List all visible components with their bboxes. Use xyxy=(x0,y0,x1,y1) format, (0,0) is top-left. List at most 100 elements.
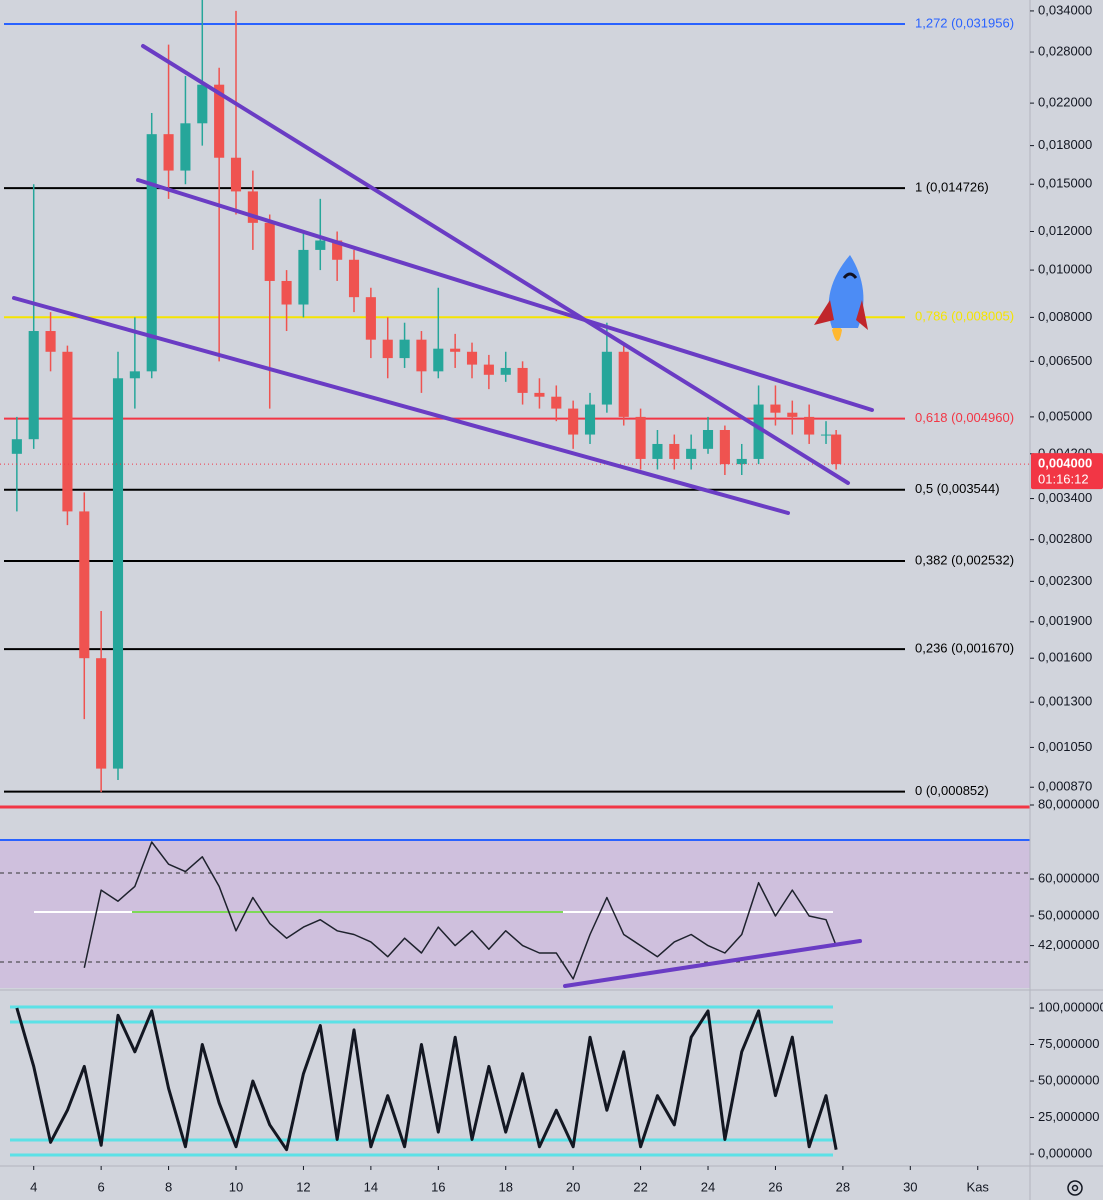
x-tick-label: 28 xyxy=(836,1179,850,1194)
x-tick-label: 6 xyxy=(98,1179,105,1194)
fib-level-label: 1,272 (0,031956) xyxy=(915,15,1014,30)
candle-body xyxy=(332,240,343,260)
candle-body xyxy=(433,348,444,372)
fib-level-label: 1 (0,014726) xyxy=(915,180,989,195)
y-tick-label: 0,003400 xyxy=(1038,490,1092,505)
y-tick-label: 0,034000 xyxy=(1038,2,1092,17)
y-tick-label: 0,002800 xyxy=(1038,531,1092,546)
trendline xyxy=(141,44,850,485)
candle-body xyxy=(753,404,764,459)
y-tick-label: 0,000870 xyxy=(1038,779,1092,794)
candle-body xyxy=(483,364,494,375)
y-tick-label: 0,015000 xyxy=(1038,176,1092,191)
candle-body xyxy=(770,404,781,413)
y-tick-label: 50,000000 xyxy=(1038,1072,1099,1087)
candle-body xyxy=(264,222,275,281)
candle-body xyxy=(820,434,832,436)
candle-body xyxy=(500,367,511,375)
candle-body xyxy=(736,458,747,465)
fib-level-label: 0,5 (0,003544) xyxy=(915,481,1000,496)
y-tick-label: 0,001050 xyxy=(1038,739,1092,754)
candle-body xyxy=(466,351,478,365)
y-tick-label: 0,005000 xyxy=(1038,408,1092,423)
candle-body xyxy=(416,339,427,372)
y-tick-label: 0,000000 xyxy=(1038,1145,1092,1160)
candle-body xyxy=(568,408,579,435)
x-tick-label: 14 xyxy=(364,1179,378,1194)
rsi-band xyxy=(0,840,1030,988)
settings-icon[interactable] xyxy=(1067,1180,1083,1196)
candle-body xyxy=(831,434,842,465)
candle-body xyxy=(112,378,124,769)
x-tick-label: 22 xyxy=(633,1179,647,1194)
y-tick-label: 80,000000 xyxy=(1038,796,1099,811)
x-tick-label: 26 xyxy=(768,1179,782,1194)
x-tick-label: 16 xyxy=(431,1179,445,1194)
y-tick-label: 25,000000 xyxy=(1038,1109,1099,1124)
candle-body xyxy=(247,191,258,223)
y-tick-label: 50,000000 xyxy=(1038,907,1099,922)
x-tick-label: 20 xyxy=(566,1179,580,1194)
candle-body xyxy=(686,448,697,459)
y-tick-label: 60,000000 xyxy=(1038,870,1099,885)
candle-body xyxy=(669,443,680,459)
fib-level-label: 0 (0,000852) xyxy=(915,783,989,798)
y-tick-label: 0,012000 xyxy=(1038,223,1092,238)
candle-body xyxy=(719,429,730,465)
fib-level-label: 0,236 (0,001670) xyxy=(915,641,1014,656)
candle-body xyxy=(180,123,191,171)
candle-body xyxy=(517,367,528,393)
candle-body xyxy=(652,443,663,459)
candle-body xyxy=(214,84,225,158)
x-tick-label: 8 xyxy=(165,1179,172,1194)
indicator-line xyxy=(83,841,837,980)
candle-body xyxy=(45,331,56,352)
candle-body xyxy=(315,240,326,250)
trendline xyxy=(12,296,790,515)
fib-level-label: 0,786 (0,008005) xyxy=(915,309,1014,324)
x-tick-label: 12 xyxy=(296,1179,310,1194)
candle-body xyxy=(584,404,596,435)
x-tick-label: 30 xyxy=(903,1179,917,1194)
countdown: 01:16:12 xyxy=(1038,472,1089,487)
candle-body xyxy=(146,134,157,372)
candle-body xyxy=(702,429,714,449)
candle-body xyxy=(601,351,612,405)
last-price-tag xyxy=(1031,453,1103,490)
candle-body xyxy=(618,351,629,417)
last-price-label: 0,004000 xyxy=(1038,456,1092,471)
candle-body xyxy=(96,658,107,769)
candle-body xyxy=(382,339,393,359)
candle-body xyxy=(230,157,242,192)
candle-body xyxy=(62,351,73,512)
y-tick-label: 0,018000 xyxy=(1038,137,1092,152)
rocket-icon xyxy=(814,255,868,341)
candle-body xyxy=(551,396,562,409)
x-tick-label: 24 xyxy=(701,1179,715,1194)
candle-body xyxy=(635,416,646,459)
candle-body xyxy=(365,297,376,340)
y-tick-label: 0,010000 xyxy=(1038,262,1092,277)
candle-body xyxy=(281,280,292,305)
candle-body xyxy=(298,249,309,305)
x-tick-label: 10 xyxy=(229,1179,243,1194)
candle-body xyxy=(11,439,22,454)
y-tick-label: 0,001600 xyxy=(1038,650,1092,665)
candle-body xyxy=(399,339,410,359)
y-tick-label: 0,001900 xyxy=(1038,613,1092,628)
trendlines xyxy=(12,44,874,988)
candle-body xyxy=(450,348,461,352)
fib-level-label: 0,382 (0,002532) xyxy=(915,552,1014,567)
fib-level-label: 0,618 (0,004960) xyxy=(915,410,1014,425)
candle-body xyxy=(163,134,174,171)
x-tick-label: 18 xyxy=(498,1179,512,1194)
y-tick-label: 75,000000 xyxy=(1038,1036,1099,1051)
candle-body xyxy=(197,84,208,124)
candle-body xyxy=(534,392,545,397)
trendline xyxy=(563,939,862,988)
y-tick-label: 0,028000 xyxy=(1038,43,1092,58)
candle-body xyxy=(28,331,39,440)
